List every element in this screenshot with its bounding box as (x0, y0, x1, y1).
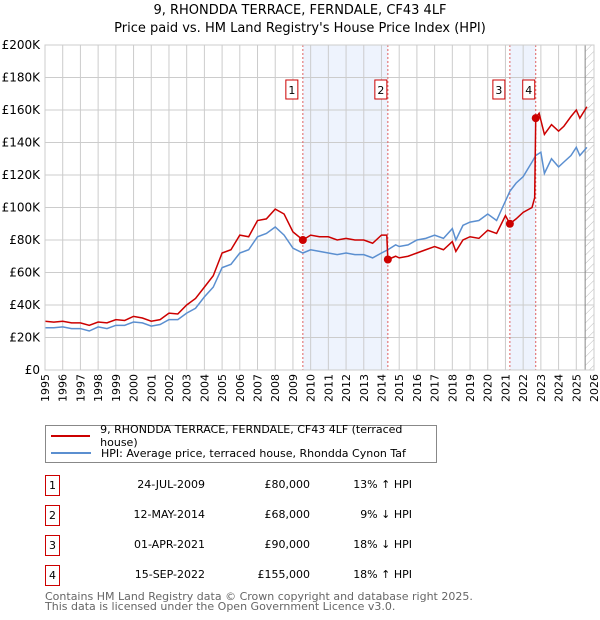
x-tick-label: 2025 (570, 374, 583, 402)
y-tick-label: £100K (2, 201, 42, 215)
x-tick-label: 2022 (517, 374, 530, 402)
y-tick-label: £40K (9, 298, 41, 312)
sale-marker-label: 4 (525, 84, 532, 97)
sale-point (531, 114, 540, 123)
x-tick-label: 2015 (393, 374, 406, 402)
x-tick-label: 2001 (145, 374, 158, 402)
x-tick-label: 2016 (411, 374, 424, 402)
legend: 9, RHONDDA TERRACE, FERNDALE, CF43 4LF (… (45, 423, 437, 463)
sale-marker-box (522, 79, 536, 100)
sale-date: 12-MAY-2014 (133, 508, 205, 521)
x-tick-label: 2026 (588, 374, 600, 402)
legend-item-hpi: HPI: Average price, terraced house, Rhon… (51, 445, 406, 461)
sale-marker-box (285, 79, 299, 100)
sale-hpi-diff: 18% ↓ HPI (353, 538, 412, 551)
x-tick-label: 1995 (39, 374, 52, 402)
footer-copyright: Contains HM Land Registry data © Crown c… (45, 590, 473, 603)
sale-date: 01-APR-2021 (133, 538, 205, 551)
sale-marker-label: 2 (377, 84, 384, 97)
x-tick-label: 2020 (482, 374, 495, 402)
property-price-line (44, 106, 588, 327)
x-tick-label: 2013 (358, 374, 371, 402)
x-tick-label: 1996 (57, 374, 70, 402)
table-row: 2 12-MAY-2014 £68,000 9% ↓ HPI (45, 505, 445, 526)
sale-price: £68,000 (264, 508, 311, 521)
sale-point (505, 219, 514, 228)
y-tick-label: £120K (2, 168, 42, 182)
legend-item-property: 9, RHONDDA TERRACE, FERNDALE, CF43 4LF (… (51, 423, 436, 449)
x-tick-label: 2004 (198, 374, 211, 402)
x-tick-label: 1998 (92, 374, 105, 402)
table-row: 1 24-JUL-2009 £80,000 13% ↑ HPI (45, 475, 445, 496)
x-tick-label: 2010 (305, 374, 318, 402)
y-tick-label: £20K (9, 331, 41, 345)
x-tick-label: 2018 (446, 374, 459, 402)
x-tick-label: 2003 (181, 374, 194, 402)
sale-hpi-diff: 13% ↑ HPI (353, 478, 412, 491)
sale-date: 15-SEP-2022 (134, 568, 205, 581)
legend-swatch-blue (51, 452, 91, 454)
y-tick-label: £200K (2, 38, 42, 52)
table-row: 3 01-APR-2021 £90,000 18% ↓ HPI (45, 535, 445, 556)
x-tick-label: 2019 (464, 374, 477, 402)
hpi-line (45, 145, 588, 332)
legend-label: 9, RHONDDA TERRACE, FERNDALE, CF43 4LF (… (100, 423, 403, 449)
chart-title: 9, RHONDDA TERRACE, FERNDALE, CF43 4LF (153, 3, 447, 18)
y-tick-label: £0 (25, 363, 40, 377)
footer-licence: This data is licensed under the Open Gov… (45, 600, 396, 613)
x-tick-label: 2008 (269, 374, 282, 402)
legend-label: HPI: Average price, terraced house, Rhon… (101, 446, 406, 460)
sale-point (383, 255, 392, 264)
sale-marker-label: 3 (495, 84, 502, 97)
x-tick-label: 2017 (429, 374, 442, 402)
sale-marker-box (374, 79, 388, 100)
x-tick-label: 2011 (322, 374, 335, 402)
sale-marker-box (492, 79, 506, 100)
x-tick-label: 2005 (216, 374, 229, 402)
x-tick-label: 2021 (499, 374, 512, 402)
sale-date: 24-JUL-2009 (137, 478, 205, 491)
sale-marker-label: 1 (288, 84, 295, 97)
y-tick-label: £160K (2, 103, 42, 117)
sale-hpi-diff: 9% ↓ HPI (360, 508, 412, 521)
sale-point (298, 236, 307, 244)
x-tick-label: 1997 (74, 374, 87, 402)
x-tick-label: 2012 (340, 374, 353, 402)
chart-subtitle: Price paid vs. HM Land Registry's House … (114, 21, 486, 36)
x-tick-label: 2014 (375, 374, 388, 402)
y-tick-label: £180K (2, 71, 42, 85)
sale-hpi-diff: 18% ↑ HPI (353, 568, 412, 581)
sale-marker-number: 3 (45, 535, 60, 556)
sale-marker-number: 1 (45, 475, 60, 496)
x-tick-label: 2007 (252, 374, 265, 402)
sale-price: £155,000 (257, 568, 311, 581)
y-tick-label: £80K (9, 233, 41, 247)
x-tick-label: 2024 (553, 374, 566, 402)
sale-marker-number: 4 (45, 565, 60, 586)
sale-price: £80,000 (264, 478, 311, 491)
plot-frame (44, 44, 595, 371)
price-chart: 1995 1996 1997 1998 1999 2000 2001 2002 2003 2004… (2, 38, 600, 402)
sale-price: £90,000 (264, 538, 311, 551)
x-tick-label: 2002 (163, 374, 176, 402)
x-tick-label: 2023 (535, 374, 548, 402)
legend-swatch-red (51, 435, 91, 437)
x-tick-label: 2006 (234, 374, 247, 402)
y-tick-label: £60K (9, 266, 41, 280)
x-tick-label: 1999 (110, 374, 123, 402)
table-row: 4 15-SEP-2022 £155,000 18% ↑ HPI (45, 565, 445, 586)
x-tick-label: 2009 (287, 374, 300, 402)
sale-marker-number: 2 (45, 505, 60, 526)
x-tick-label: 2000 (128, 374, 141, 402)
y-tick-label: £140K (2, 136, 42, 150)
